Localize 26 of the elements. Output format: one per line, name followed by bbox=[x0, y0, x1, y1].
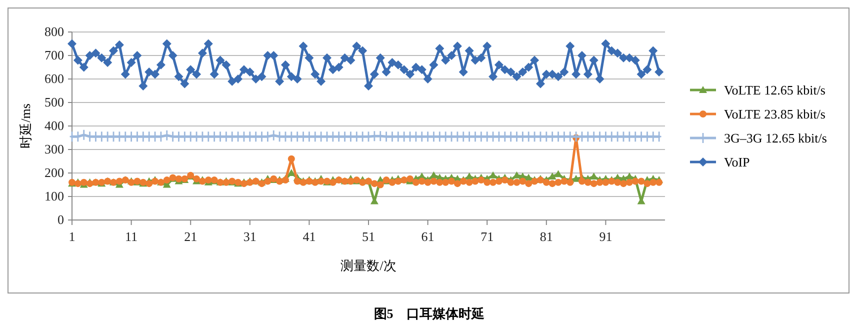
legend-label: VoIP bbox=[724, 154, 750, 170]
y-tick-label: 800 bbox=[44, 24, 64, 39]
x-tick-label: 21 bbox=[184, 229, 198, 244]
y-tick-label: 0 bbox=[58, 212, 64, 227]
x-tick-label: 51 bbox=[362, 229, 375, 244]
legend-label: VoLTE 23.85 kbit/s bbox=[724, 106, 826, 122]
x-tick-label: 11 bbox=[125, 229, 138, 244]
y-axis-title: 时延/ms bbox=[18, 104, 33, 148]
x-tick-label: 1 bbox=[68, 229, 76, 244]
y-tick-label: 200 bbox=[44, 165, 64, 180]
x-tick-label: 31 bbox=[243, 229, 256, 244]
y-tick-label: 600 bbox=[44, 71, 64, 86]
y-tick-label: 400 bbox=[44, 118, 64, 133]
x-axis-title: 测量数/次 bbox=[340, 258, 396, 273]
x-tick-label: 41 bbox=[302, 229, 316, 244]
legend-label: VoLTE 12.65 kbit/s bbox=[724, 82, 826, 98]
x-tick-label: 81 bbox=[540, 229, 553, 244]
legend-label: 3G–3G 12.65 kbit/s bbox=[724, 130, 827, 146]
y-tick-label: 700 bbox=[44, 48, 64, 62]
y-tick-label: 100 bbox=[44, 188, 64, 204]
x-tick-label: 61 bbox=[421, 229, 434, 244]
text: 图5 口耳媒体时延 bbox=[374, 306, 484, 321]
y-tick-label: 300 bbox=[44, 142, 64, 156]
x-tick-label: 71 bbox=[480, 229, 494, 244]
x-tick-label: 91 bbox=[599, 229, 612, 244]
y-tick-label: 500 bbox=[44, 94, 64, 110]
